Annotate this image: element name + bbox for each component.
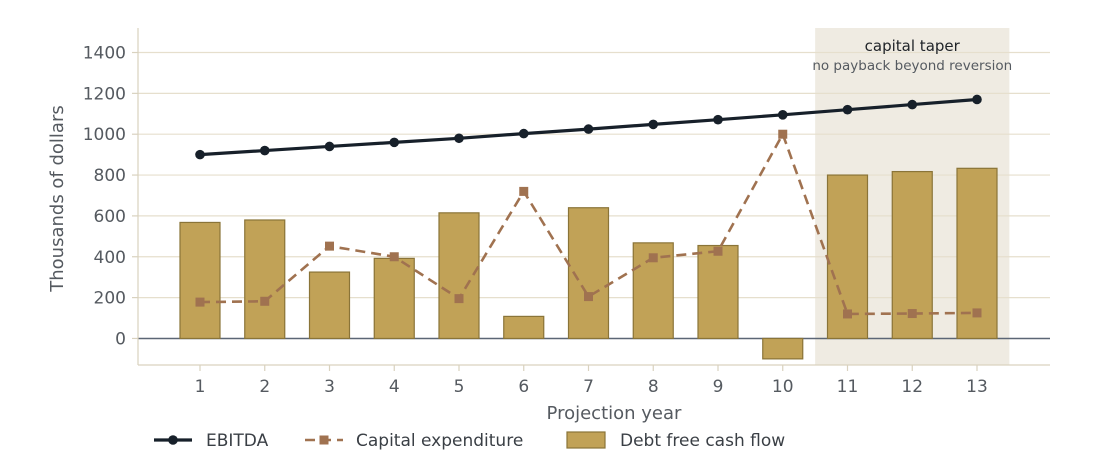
point-ebitda-2 xyxy=(259,145,270,156)
point-capital-expenditure-12 xyxy=(907,309,917,319)
bar-debt-free-cash-flow-6 xyxy=(503,315,545,340)
legend-swatch-debt-free-cash-flow xyxy=(566,431,606,449)
point-capital-expenditure-10 xyxy=(778,129,788,139)
x-tick-label-9: 9 xyxy=(713,377,724,397)
x-tick-label-2: 2 xyxy=(259,377,270,397)
point-ebitda-5 xyxy=(454,133,464,144)
point-capital-expenditure-3 xyxy=(325,241,334,251)
x-tick-label-3: 3 xyxy=(324,377,335,397)
point-ebitda-10 xyxy=(777,110,788,120)
point-capital-expenditure-6 xyxy=(519,186,529,196)
bar-debt-free-cash-flow-1 xyxy=(179,221,221,340)
x-tick-label-4: 4 xyxy=(389,377,400,397)
annotation: capital taper no payback beyond reversio… xyxy=(812,37,1012,74)
x-tick-label-11: 11 xyxy=(837,377,859,397)
y-tick-label-600: 600 xyxy=(94,207,126,227)
x-axis-title: Projection year xyxy=(547,403,682,424)
point-ebitda-6 xyxy=(518,128,529,139)
x-tick-label-8: 8 xyxy=(648,377,659,397)
legend-marker-capital-expenditure xyxy=(319,435,329,445)
point-capital-expenditure-13 xyxy=(972,308,982,318)
x-tick-label-7: 7 xyxy=(583,377,594,397)
y-axis-title: Thousands of dollars xyxy=(47,105,68,293)
y-tick-label-1200: 1200 xyxy=(83,84,126,104)
y-tick-label-800: 800 xyxy=(94,166,126,186)
point-capital-expenditure-5 xyxy=(454,294,464,304)
point-capital-expenditure-9 xyxy=(713,246,723,256)
legend-item-ebitda: EBITDA xyxy=(154,431,269,451)
y-tick-label-1400: 1400 xyxy=(83,44,126,64)
legend: EBITDA Capital expenditure Debt free cas… xyxy=(154,431,785,451)
point-ebitda-12 xyxy=(907,99,918,110)
bar-debt-free-cash-flow-3 xyxy=(308,271,351,340)
point-capital-expenditure-8 xyxy=(648,253,658,263)
x-tick-label-12: 12 xyxy=(901,377,923,397)
legend-label-ebitda: EBITDA xyxy=(206,431,269,451)
x-tick-label-10: 10 xyxy=(772,377,794,397)
point-ebitda-4 xyxy=(389,137,400,148)
y-tick-label-400: 400 xyxy=(94,248,126,268)
legend-item-capital-expenditure: Capital expenditure xyxy=(305,431,523,451)
bar-debt-free-cash-flow-5 xyxy=(438,212,480,340)
point-capital-expenditure-11 xyxy=(843,309,852,319)
legend-item-debt-free-cash-flow: Debt free cash flow xyxy=(566,431,785,451)
bar-debt-free-cash-flow-10 xyxy=(762,337,804,360)
legend-label-capital-expenditure: Capital expenditure xyxy=(356,431,523,451)
x-tick-label-1: 1 xyxy=(195,377,206,397)
point-capital-expenditure-1 xyxy=(195,297,205,307)
point-ebitda-8 xyxy=(648,119,659,130)
bar-debt-free-cash-flow-2 xyxy=(244,219,286,340)
x-tick-label-5: 5 xyxy=(454,377,465,397)
point-capital-expenditure-2 xyxy=(260,296,270,306)
legend-marker-ebitda xyxy=(168,435,178,445)
point-ebitda-13 xyxy=(972,94,982,105)
bar-debt-free-cash-flow-12 xyxy=(891,170,933,340)
point-ebitda-3 xyxy=(324,141,335,152)
y-tick-label-1000: 1000 xyxy=(83,125,126,145)
point-ebitda-11 xyxy=(842,104,853,115)
x-tick-label-6: 6 xyxy=(518,377,529,397)
bar-debt-free-cash-flow-4 xyxy=(373,257,415,340)
bars xyxy=(179,167,998,360)
bar-debt-free-cash-flow-13 xyxy=(956,167,998,340)
y-tick-label-200: 200 xyxy=(94,289,126,309)
bar-debt-free-cash-flow-9 xyxy=(697,244,739,340)
point-ebitda-9 xyxy=(713,114,723,125)
legend-label-debt-free-cash-flow: Debt free cash flow xyxy=(620,431,785,451)
point-capital-expenditure-7 xyxy=(584,292,593,302)
x-tick-label-13: 13 xyxy=(966,377,988,397)
point-capital-expenditure-4 xyxy=(389,252,399,262)
point-ebitda-1 xyxy=(195,149,205,160)
annotation-title: capital taper xyxy=(865,37,961,55)
point-ebitda-7 xyxy=(583,124,594,134)
annotation-subtitle: no payback beyond reversion xyxy=(812,58,1012,74)
lines xyxy=(195,94,982,319)
y-tick-label-0: 0 xyxy=(115,329,126,349)
